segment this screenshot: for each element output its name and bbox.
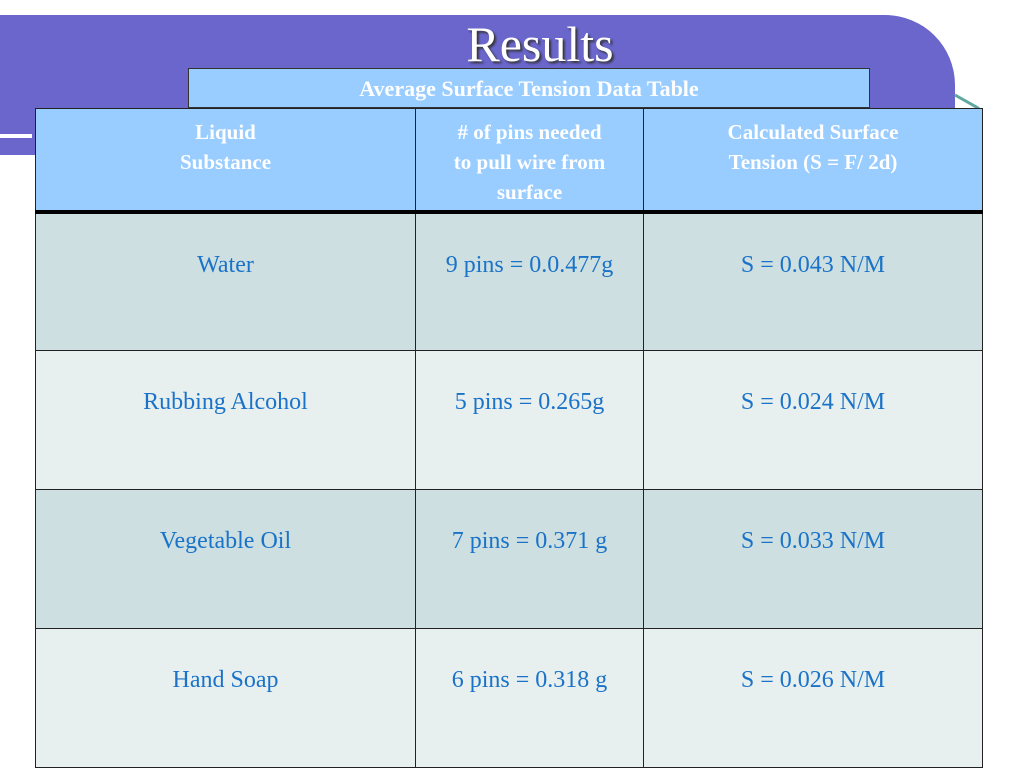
table-cell: 7 pins = 0.371 g — [415, 489, 644, 629]
table-cell: S = 0.024 N/M — [643, 350, 983, 490]
column-header: # of pins needed to pull wire from surfa… — [415, 108, 644, 214]
table-cell: S = 0.043 N/M — [643, 211, 983, 351]
table-cell: Hand Soap — [35, 628, 416, 768]
table-cell: Vegetable Oil — [35, 489, 416, 629]
column-header: Calculated Surface Tension (S = F/ 2d) — [643, 108, 983, 214]
table-cell: 9 pins = 0.0.477g — [415, 211, 644, 351]
table-row: Rubbing Alcohol 5 pins = 0.265g S = 0.024 … — [35, 350, 983, 490]
table-caption: Average Surface Tension Data Table — [188, 68, 870, 108]
table-cell: 5 pins = 0.265g — [415, 350, 644, 490]
table-cell: Rubbing Alcohol — [35, 350, 416, 490]
slide-title: Results — [466, 16, 614, 72]
table-row: Water 9 pins = 0.0.477g S = 0.043 N/M — [35, 211, 983, 351]
column-header: Liquid Substance — [35, 108, 416, 214]
table-cell: S = 0.026 N/M — [643, 628, 983, 768]
table-cell: Water — [35, 211, 416, 351]
header-row: Liquid Substance # of pins needed to pull… — [35, 108, 983, 214]
table-cell: 6 pins = 0.318 g — [415, 628, 644, 768]
data-table: Liquid Substance # of pins needed to pull… — [35, 108, 983, 768]
table-cell: S = 0.033 N/M — [643, 489, 983, 629]
